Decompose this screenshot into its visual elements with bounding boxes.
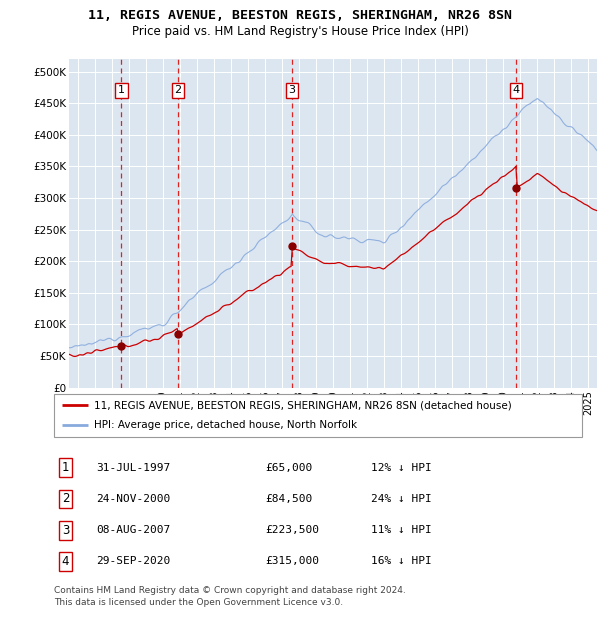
Text: 2: 2 — [175, 86, 182, 95]
Text: 2: 2 — [62, 492, 70, 505]
Text: £315,000: £315,000 — [265, 557, 319, 567]
Text: HPI: Average price, detached house, North Norfolk: HPI: Average price, detached house, Nort… — [94, 420, 357, 430]
Text: 1: 1 — [118, 86, 125, 95]
Text: 31-JUL-1997: 31-JUL-1997 — [96, 463, 170, 472]
Text: Contains HM Land Registry data © Crown copyright and database right 2024.: Contains HM Land Registry data © Crown c… — [54, 586, 406, 595]
Text: 11, REGIS AVENUE, BEESTON REGIS, SHERINGHAM, NR26 8SN (detached house): 11, REGIS AVENUE, BEESTON REGIS, SHERING… — [94, 401, 511, 410]
Text: 24% ↓ HPI: 24% ↓ HPI — [371, 494, 431, 504]
Text: 3: 3 — [62, 524, 70, 537]
Text: Price paid vs. HM Land Registry's House Price Index (HPI): Price paid vs. HM Land Registry's House … — [131, 25, 469, 38]
Text: 29-SEP-2020: 29-SEP-2020 — [96, 557, 170, 567]
Text: 3: 3 — [289, 86, 296, 95]
Text: 12% ↓ HPI: 12% ↓ HPI — [371, 463, 431, 472]
FancyBboxPatch shape — [54, 394, 582, 437]
Text: This data is licensed under the Open Government Licence v3.0.: This data is licensed under the Open Gov… — [54, 598, 343, 608]
Text: 11% ↓ HPI: 11% ↓ HPI — [371, 525, 431, 535]
Text: £84,500: £84,500 — [265, 494, 313, 504]
Text: 4: 4 — [512, 86, 520, 95]
Text: £223,500: £223,500 — [265, 525, 319, 535]
Text: 11, REGIS AVENUE, BEESTON REGIS, SHERINGHAM, NR26 8SN: 11, REGIS AVENUE, BEESTON REGIS, SHERING… — [88, 9, 512, 22]
Text: £65,000: £65,000 — [265, 463, 313, 472]
Text: 08-AUG-2007: 08-AUG-2007 — [96, 525, 170, 535]
Text: 24-NOV-2000: 24-NOV-2000 — [96, 494, 170, 504]
Text: 16% ↓ HPI: 16% ↓ HPI — [371, 557, 431, 567]
Text: 1: 1 — [62, 461, 70, 474]
Text: 4: 4 — [62, 555, 70, 568]
